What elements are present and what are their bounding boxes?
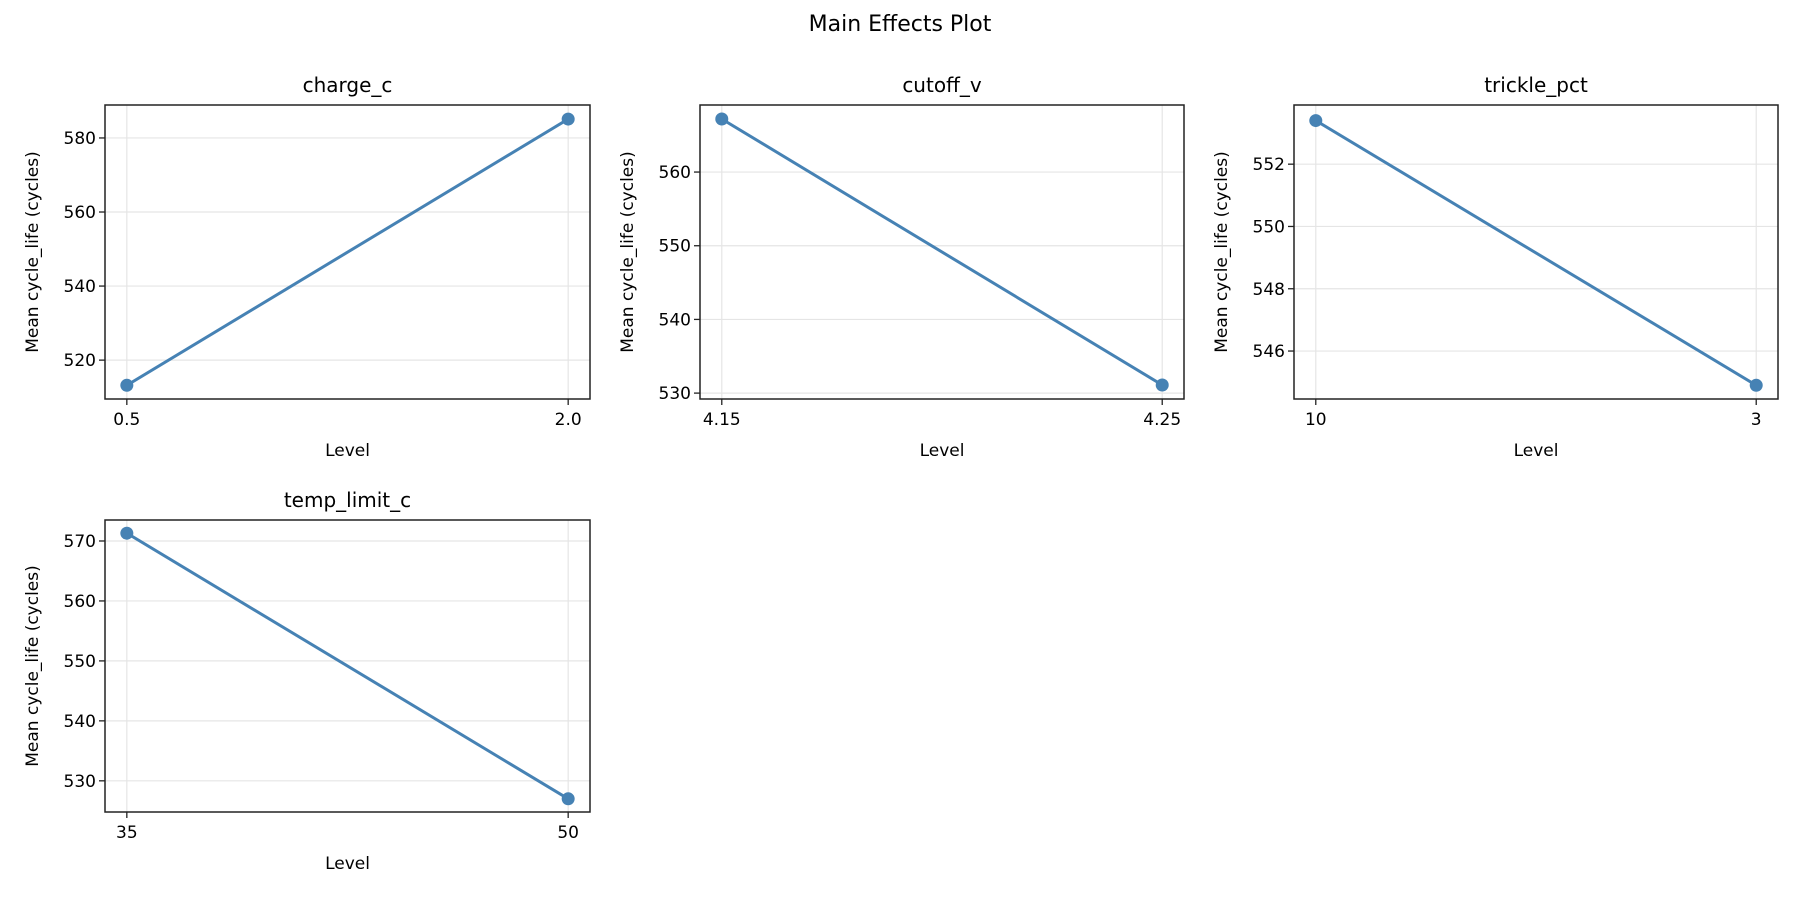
y-tick-label: 520	[64, 351, 96, 371]
data-point-marker	[715, 112, 729, 126]
x-tick-label: 10	[1305, 410, 1327, 430]
effect-line	[1315, 119, 1757, 387]
axes-frame	[1293, 104, 1779, 400]
data-point-marker	[561, 112, 575, 126]
x-axis-label: Level	[1514, 441, 1559, 461]
y-axis-label: Mean cycle_life (cycles)	[618, 151, 638, 353]
y-tick-label: 548	[1253, 280, 1285, 300]
axes-frame	[104, 519, 591, 813]
y-axis-label: Mean cycle_life (cycles)	[1212, 151, 1232, 353]
x-tick-label: 0.5	[113, 410, 140, 430]
y-tick-label: 550	[659, 237, 691, 257]
x-tick-label: 2.0	[555, 410, 582, 430]
y-axis-label: Mean cycle_life (cycles)	[23, 565, 43, 767]
y-tick-label: 530	[659, 384, 691, 404]
y-tick-label: 570	[64, 532, 96, 552]
axes-frame	[104, 104, 591, 400]
data-point-marker	[1749, 378, 1763, 392]
y-tick-label: 560	[659, 163, 691, 183]
y-tick-label: 550	[64, 652, 96, 672]
subplot-charge-c: 520 540 560 580 0.5 2.0 charge_c Level Mean cycl…	[23, 73, 591, 461]
y-tick-label: 552	[1253, 155, 1285, 175]
subplot-title: charge_c	[303, 73, 393, 97]
data-point-marker	[1155, 378, 1169, 392]
y-tick-label: 540	[64, 277, 96, 297]
data-point-marker	[120, 526, 134, 540]
x-axis-label: Level	[920, 441, 965, 461]
y-tick-label: 560	[64, 203, 96, 223]
subplot-title: cutoff_v	[902, 73, 982, 97]
y-tick-label: 540	[659, 310, 691, 330]
y-tick-label: 540	[64, 712, 96, 732]
y-axis-label: Mean cycle_life (cycles)	[23, 151, 43, 353]
data-point-marker	[561, 792, 575, 806]
subplot-title: trickle_pct	[1484, 73, 1588, 97]
x-tick-label: 50	[557, 823, 579, 843]
y-tick-label: 560	[64, 592, 96, 612]
x-axis-label: Level	[325, 854, 370, 874]
subplot-cutoff-v: 530 540 550 560 4.15 4.25 cutoff_v Level Mean cy…	[618, 73, 1185, 461]
axes-frame	[699, 104, 1185, 400]
effect-line	[721, 117, 1163, 387]
subplot-title: temp_limit_c	[284, 488, 411, 512]
x-tick-label: 3	[1751, 410, 1762, 430]
data-point-marker	[1309, 114, 1323, 128]
data-point-marker	[120, 378, 134, 392]
y-tick-label: 580	[64, 129, 96, 149]
y-tick-label: 530	[64, 772, 96, 792]
x-tick-label: 4.25	[1143, 410, 1181, 430]
x-tick-label: 4.15	[703, 410, 741, 430]
figure-title: Main Effects Plot	[808, 12, 992, 37]
effect-line	[126, 531, 569, 801]
effect-line	[126, 117, 569, 387]
subplot-trickle-pct: 546 548 550 552 10 3 trickle_pct Level Mean cycl…	[1212, 73, 1779, 461]
subplot-temp-limit-c: 530 540 550 560 570 35 50 temp_limit_c Level Mean…	[23, 488, 591, 874]
x-axis-label: Level	[325, 441, 370, 461]
x-tick-label: 35	[116, 823, 138, 843]
y-tick-label: 546	[1253, 342, 1285, 362]
y-tick-label: 550	[1253, 217, 1285, 237]
